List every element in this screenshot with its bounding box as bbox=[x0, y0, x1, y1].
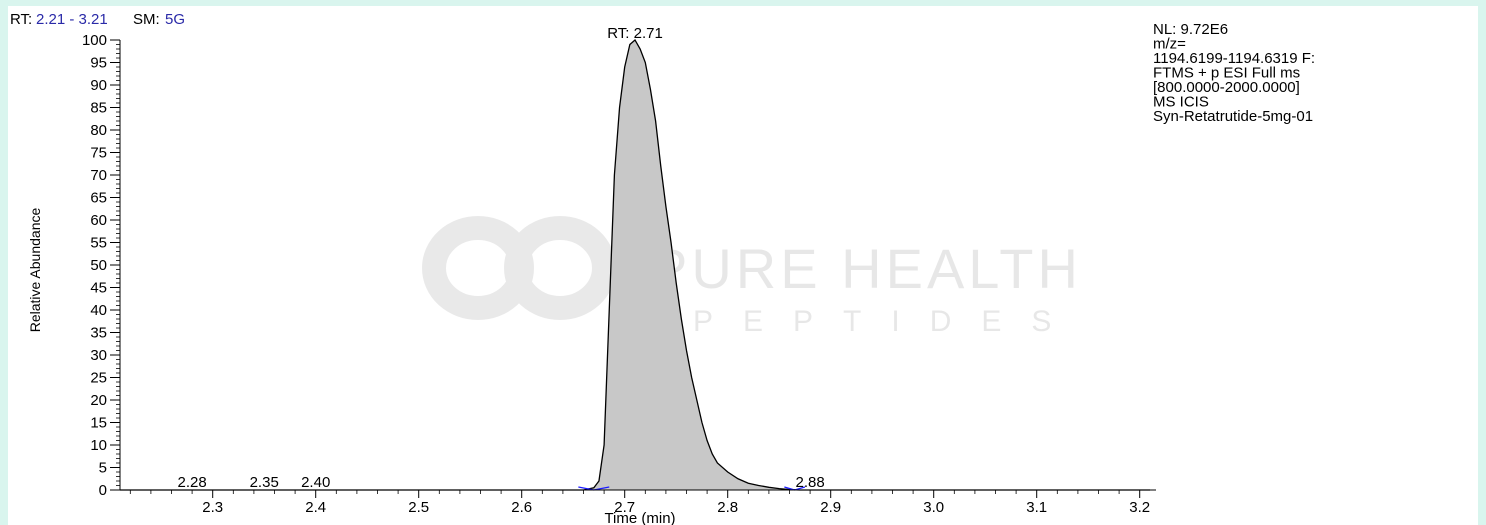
header-rt-range: 2.21 - 3.21 bbox=[36, 11, 108, 28]
watermark-sub: PEPTIDES bbox=[693, 305, 1081, 338]
y-tick-label: 25 bbox=[90, 370, 107, 387]
y-tick-label: 40 bbox=[90, 302, 107, 319]
x-tick-label: 2.8 bbox=[717, 499, 738, 516]
y-tick-label: 65 bbox=[90, 190, 107, 207]
y-tick-label: 15 bbox=[90, 415, 107, 432]
info-line: NL: 9.72E6 bbox=[1153, 21, 1228, 38]
peak-label: 2.28 bbox=[177, 474, 206, 491]
y-tick-label: 45 bbox=[90, 280, 107, 297]
peak-label: 2.35 bbox=[250, 474, 279, 491]
y-tick-label: 20 bbox=[90, 392, 107, 409]
info-line: MS ICIS bbox=[1153, 94, 1209, 111]
x-tick-label: 2.3 bbox=[202, 499, 223, 516]
x-tick-label: 3.0 bbox=[923, 499, 944, 516]
y-tick-label: 5 bbox=[99, 460, 107, 477]
watermark-logo: PURE HEALTH PEPTIDES bbox=[422, 216, 1082, 338]
watermark-infinity-icon bbox=[422, 216, 616, 320]
peak-label: RT: 2.71 bbox=[607, 25, 663, 42]
y-tick-label: 60 bbox=[90, 212, 107, 229]
peak-trace-line bbox=[120, 38, 1150, 491]
info-line: Syn-Retatrutide-5mg-01 bbox=[1153, 108, 1313, 125]
peak-label: 2.88 bbox=[795, 474, 824, 491]
y-axis-label: Relative Abundance bbox=[27, 208, 43, 333]
header-sm-label: SM: bbox=[133, 11, 160, 28]
x-tick-label: 2.6 bbox=[511, 499, 532, 516]
axes-layer: 0 5 10 15 20 25 30 35 40 45 50 55 60 65 70 75 80 85 90 95 10… bbox=[82, 32, 1156, 516]
peak-label: 2.40 bbox=[301, 474, 330, 491]
info-line: FTMS + p ESI Full ms bbox=[1153, 65, 1300, 82]
info-line: m/z= bbox=[1153, 36, 1186, 53]
y-tick-label: 30 bbox=[90, 347, 107, 364]
info-line: 1194.6199-1194.6319 F: bbox=[1153, 50, 1315, 67]
x-tick-label: 2.9 bbox=[820, 499, 841, 516]
chromatogram-panel: RT: 2.21 - 3.21 SM: 5G PURE HEALTH PEPTI… bbox=[8, 6, 1478, 525]
y-tick-label: 85 bbox=[90, 100, 107, 117]
y-tick-label: 90 bbox=[90, 77, 107, 94]
x-axis-label: Time (min) bbox=[604, 510, 675, 525]
y-tick-label: 100 bbox=[82, 32, 107, 49]
x-tick-label: 2.4 bbox=[305, 499, 326, 516]
x-tick-label: 3.1 bbox=[1026, 499, 1047, 516]
y-tick-label: 95 bbox=[90, 55, 107, 72]
y-tick-label: 70 bbox=[90, 167, 107, 184]
y-tick-label: 0 bbox=[99, 482, 107, 499]
x-tick-label: 2.7 bbox=[614, 499, 635, 516]
peak-area bbox=[120, 40, 1150, 490]
y-tick-label: 55 bbox=[90, 235, 107, 252]
x-tick-label: 3.2 bbox=[1129, 499, 1150, 516]
y-tick-label: 35 bbox=[90, 325, 107, 342]
header-sm-value: 5G bbox=[165, 11, 185, 28]
header-rt-label: RT: bbox=[10, 11, 32, 28]
watermark-name: PURE HEALTH bbox=[650, 237, 1082, 300]
x-tick-label: 2.5 bbox=[408, 499, 429, 516]
annotation-layer: RT: 2.71 2.28 2.35 2.40 2.88 bbox=[177, 25, 824, 491]
y-tick-label: 50 bbox=[90, 257, 107, 274]
y-tick-label: 80 bbox=[90, 122, 107, 139]
chromatogram-chart: RT: 2.21 - 3.21 SM: 5G PURE HEALTH PEPTI… bbox=[10, 11, 1315, 525]
y-tick-label: 75 bbox=[90, 145, 107, 162]
info-line: [800.0000-2000.0000] bbox=[1153, 79, 1300, 96]
y-tick-label: 10 bbox=[90, 437, 107, 454]
